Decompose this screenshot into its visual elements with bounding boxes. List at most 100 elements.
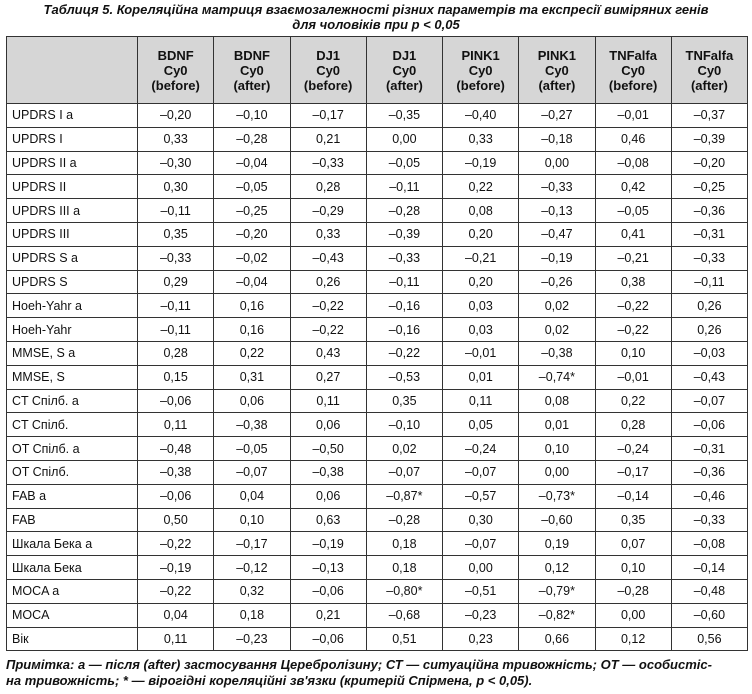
table-cell: 0,26 — [670, 317, 749, 342]
header-line: Cy0 — [239, 62, 264, 78]
row-label: OT Спілб. a — [6, 436, 138, 461]
table-cell: –0,05 — [213, 174, 291, 200]
footnote-line: Примітка: а — після (after) застосування… — [6, 657, 712, 672]
table-cell: –0,31 — [670, 221, 749, 247]
table-cell: 0,11 — [136, 412, 215, 438]
table-cell: –0,68 — [365, 602, 444, 628]
table-cell: –0,19 — [518, 245, 596, 271]
table-cell: –0,23 — [441, 602, 520, 628]
table-cell: –0,28 — [365, 507, 444, 533]
table-row: UPDRS I a –0,20 –0,10 –0,17 –0,35 –0,40 –0,27–… — [6, 103, 749, 128]
table-cell: –0,39 — [365, 221, 444, 247]
table-cell: –0,28 — [213, 126, 291, 152]
table-cell: 0,08 — [518, 388, 596, 414]
table-cell: –0,33 — [518, 174, 596, 200]
table-cell: 0,15 — [136, 364, 215, 390]
table-cell: 0,18 — [365, 555, 444, 580]
table-cell: 0,08 — [441, 198, 520, 223]
table-cell: –0,38 — [136, 459, 215, 485]
table-cell: –0,04 — [213, 269, 291, 295]
table-cell: –0,07 — [365, 459, 444, 485]
row-label: UPDRS II — [6, 174, 138, 200]
header-corner — [6, 36, 138, 104]
footnote-line: на тривожність; * — вірогідні кореляційн… — [6, 673, 533, 688]
table-cell: –0,60 — [518, 507, 596, 533]
table-cell: 0,28 — [594, 412, 672, 438]
table-cell: –0,22 — [594, 293, 672, 319]
table-cell: 0,12 — [594, 626, 672, 652]
table-cell: –0,28 — [365, 198, 444, 223]
table-cell: –0,39 — [670, 126, 749, 152]
table-cell: 0,01 — [441, 364, 520, 390]
header-row: BDNF Cy0 (before) BDNF Cy0 (after) DJ1 Cy0 (befo… — [6, 36, 749, 104]
header-line: (before) — [608, 77, 658, 93]
table-cell: –0,08 — [594, 150, 672, 176]
table-cell: –0,31 — [670, 436, 749, 461]
header-line: (after) — [385, 77, 423, 93]
table-cell: –0,36 — [670, 198, 749, 223]
table-cell: –0,11 — [136, 317, 215, 342]
table-cell: –0,06 — [670, 412, 749, 438]
table-cell: –0,87* — [365, 483, 444, 509]
table-cell: 0,11 — [136, 626, 215, 652]
table-row: UPDRS I 0,33 –0,28 0,21 0,00 0,33 –0,18 0,46 –0,… — [6, 126, 749, 152]
table-cell: 0,32 — [213, 578, 291, 604]
header-line: BDNF — [157, 47, 194, 63]
table-row: UPDRS S a –0,33 –0,02 –0,43 –0,33 –0,21 –0,19–… — [6, 245, 749, 271]
table-cell: 0,51 — [365, 626, 444, 652]
table-cell: –0,79* — [518, 578, 596, 604]
header-line: TNFalfa — [685, 47, 734, 63]
table-row: UPDRS III 0,35 –0,20 0,33 –0,39 0,20 –0,47 0,41… — [6, 221, 749, 247]
column-header: PINK1 Cy0 (before) — [441, 36, 520, 104]
header-line: (before) — [303, 77, 353, 93]
table-row: MOCA 0,04 0,18 0,21 –0,68 –0,23 –0,82* 0,00 –0,6… — [6, 602, 749, 628]
table-cell: 0,02 — [518, 293, 596, 319]
header-line: DJ1 — [316, 47, 341, 63]
table-cell: –0,46 — [670, 483, 749, 509]
table-cell: 0,35 — [594, 507, 672, 533]
table-row: MOCA a –0,22 0,32 –0,06 –0,80* –0,51 –0,79* –0,… — [6, 578, 749, 604]
table-cell: 0,35 — [365, 388, 444, 414]
header-line: Cy0 — [697, 62, 722, 78]
table-cell: –0,47 — [518, 221, 596, 247]
table-cell: 0,21 — [289, 602, 367, 628]
table-cell: –0,22 — [136, 531, 215, 557]
row-label: UPDRS I a — [6, 103, 138, 128]
table-row: UPDRS S 0,29 –0,04 0,26 –0,11 0,20 –0,26 0,38 –0… — [6, 269, 749, 295]
column-header: BDNF Cy0 (after) — [213, 36, 291, 104]
table-cell: 0,10 — [594, 555, 672, 580]
table-row: UPDRS II 0,30 –0,05 0,28 –0,11 0,22 –0,33 0,42–… — [6, 174, 749, 200]
header-line: (before) — [151, 77, 200, 93]
table-cell: –0,26 — [518, 269, 596, 295]
table-cell: 0,26 — [289, 269, 367, 295]
table-cell: 0,42 — [594, 174, 672, 200]
table-cell: 0,43 — [289, 340, 367, 366]
table-cell: 0,29 — [136, 269, 215, 295]
column-header: BDNF Cy0 (before) — [136, 36, 215, 104]
table-cell: –0,80* — [365, 578, 444, 604]
table-cell: 0,27 — [289, 364, 367, 390]
table-cell: –0,13 — [289, 555, 367, 580]
table-cell: –0,02 — [213, 245, 291, 271]
table-cell: 0,10 — [518, 436, 596, 461]
table-cell: –0,21 — [441, 245, 520, 271]
table-cell: –0,05 — [365, 150, 444, 176]
table-title: Таблиця 5. Кореляційна матриця взаємозал… — [0, 0, 752, 34]
table-cell: 0,21 — [289, 126, 367, 152]
table-cell: –0,38 — [213, 412, 291, 438]
table-cell: 0,04 — [213, 483, 291, 509]
row-label: CT Спілб. — [6, 412, 138, 438]
table-cell: 0,01 — [518, 412, 596, 438]
table-cell: –0,30 — [136, 150, 215, 176]
table-cell: –0,14 — [594, 483, 672, 509]
table-cell: –0,29 — [289, 198, 367, 223]
row-label: OT Спілб. — [6, 459, 138, 485]
table-cell: –0,10 — [365, 412, 444, 438]
table-cell: –0,19 — [441, 150, 520, 176]
table-cell: –0,33 — [670, 245, 749, 271]
table-row: OT Спілб. a –0,48 –0,05 –0,50 0,02 –0,24 0,10–… — [6, 436, 749, 461]
table-cell: –0,16 — [365, 317, 444, 342]
header-line: (after) — [690, 77, 728, 93]
table-row: FAB 0,50 0,10 0,63 –0,28 0,30 –0,60 0,35 –0,33 — [6, 507, 749, 533]
table-cell: 0,46 — [594, 126, 672, 152]
